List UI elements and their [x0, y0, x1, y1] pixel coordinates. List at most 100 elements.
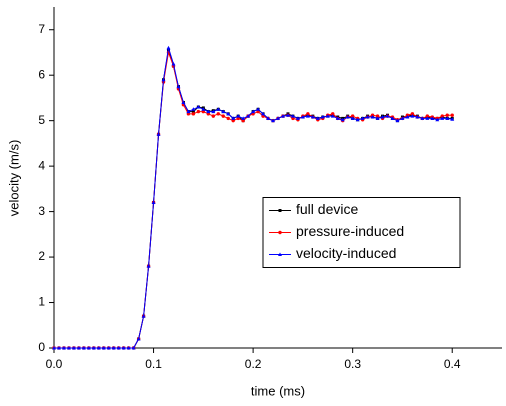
series-marker	[450, 117, 455, 121]
y-tick-label: 2	[38, 249, 45, 263]
series-marker	[166, 45, 171, 50]
series-marker	[440, 114, 444, 118]
series-marker	[211, 109, 216, 114]
series-marker	[201, 107, 206, 111]
series-marker	[370, 115, 375, 119]
series-marker	[350, 116, 355, 120]
series-marker	[196, 109, 201, 114]
legend-label: full device	[296, 201, 358, 217]
series-marker	[156, 132, 161, 136]
series-marker	[305, 114, 310, 118]
y-tick-label: 1	[38, 295, 45, 309]
legend-label: pressure-induced	[296, 223, 404, 239]
series-marker	[181, 100, 186, 104]
y-tick-label: 3	[38, 204, 45, 218]
x-tick-label: 0.2	[245, 357, 262, 371]
series-marker	[330, 114, 335, 118]
series-marker	[231, 116, 236, 120]
series-marker	[261, 111, 266, 116]
y-tick-label: 6	[38, 67, 45, 81]
series-marker	[360, 116, 365, 120]
series-marker	[271, 118, 276, 123]
series-marker	[216, 112, 220, 116]
series-marker	[400, 116, 405, 120]
series-marker	[216, 107, 221, 111]
series-marker	[445, 113, 449, 117]
series-marker	[226, 111, 231, 116]
series-marker	[221, 114, 225, 118]
series-marker	[331, 112, 335, 116]
series-marker	[196, 105, 201, 109]
legend-label: velocity-induced	[296, 245, 396, 261]
series-marker	[280, 114, 285, 118]
series-marker	[101, 346, 106, 350]
series-marker	[191, 107, 196, 111]
series-marker	[221, 109, 226, 114]
y-tick-label: 5	[38, 113, 45, 127]
series-marker	[335, 116, 340, 120]
x-axis-label: time (ms)	[251, 383, 305, 398]
series-marker	[61, 346, 66, 350]
y-tick-label: 4	[38, 158, 45, 172]
series-marker	[186, 109, 191, 114]
series-marker	[256, 107, 261, 111]
series-marker	[66, 346, 71, 350]
series-marker	[266, 116, 271, 120]
series-marker	[126, 346, 131, 350]
series-marker	[71, 346, 76, 350]
series-marker	[91, 346, 96, 350]
x-tick-label: 0.0	[46, 357, 63, 371]
series-marker	[236, 114, 241, 118]
series-marker	[420, 116, 425, 120]
legend-marker	[278, 209, 282, 212]
series-marker	[81, 346, 86, 350]
series-marker	[96, 346, 101, 350]
series-marker	[410, 112, 415, 116]
series-marker	[146, 264, 151, 268]
x-tick-label: 0.4	[444, 357, 461, 371]
series-marker	[106, 346, 111, 350]
y-axis-label: velocity (m/s)	[6, 140, 21, 217]
series-marker	[52, 346, 56, 350]
series-marker	[206, 109, 211, 114]
series-marker	[390, 116, 395, 120]
series-marker	[121, 346, 126, 350]
series-marker	[161, 77, 166, 82]
series-marker	[425, 116, 430, 120]
series-marker	[285, 113, 290, 117]
series-marker	[425, 114, 430, 118]
series-marker	[306, 112, 310, 116]
series-marker	[176, 84, 181, 89]
series-marker	[345, 115, 350, 119]
series-marker	[395, 118, 400, 123]
series-marker	[445, 116, 450, 120]
series-marker	[241, 116, 246, 120]
series-marker	[295, 116, 300, 120]
series-marker	[191, 112, 196, 116]
series-marker	[320, 115, 325, 119]
series-marker	[136, 336, 141, 341]
series-marker	[226, 116, 230, 121]
series-marker	[131, 346, 136, 350]
series-marker	[440, 116, 445, 120]
series-marker	[415, 115, 420, 119]
x-tick-label: 0.1	[145, 357, 162, 371]
series-marker	[56, 346, 61, 350]
legend-box	[262, 197, 461, 268]
series-marker	[171, 61, 176, 66]
series-marker	[435, 117, 440, 122]
series-marker	[310, 115, 315, 119]
y-tick-label: 0	[38, 340, 45, 354]
y-tick-label: 7	[38, 22, 45, 36]
series-marker	[430, 116, 435, 120]
series-marker	[276, 116, 280, 120]
series-marker	[290, 114, 295, 118]
series-marker	[246, 114, 251, 118]
series-marker	[355, 117, 360, 122]
series-marker	[350, 114, 355, 118]
series-marker	[450, 113, 454, 117]
series-marker	[315, 116, 320, 120]
series-marker	[151, 200, 156, 205]
series-marker	[375, 116, 380, 120]
